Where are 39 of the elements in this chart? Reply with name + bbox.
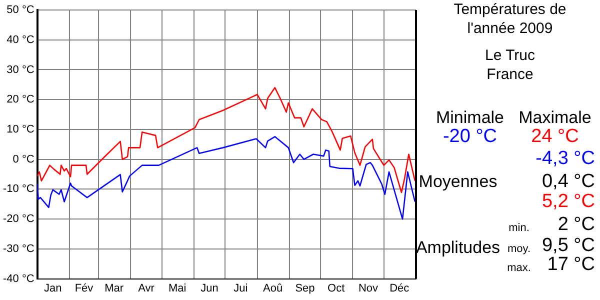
annotation: Amplitudes <box>416 238 500 256</box>
x-tick-label: Sep <box>295 282 315 294</box>
y-tick-label: 10 °C <box>6 124 34 136</box>
text: min. <box>508 222 530 234</box>
x-tick-label: Jun <box>200 282 218 294</box>
x-tick-label: Jan <box>44 282 62 294</box>
text: 24 °C <box>531 126 579 146</box>
text: Le Truc France <box>484 46 536 84</box>
text: -4,3 °C <box>536 148 595 168</box>
text: Maximale <box>518 108 592 126</box>
x-tick-label: Aoû <box>263 282 283 294</box>
text: 5,2 °C <box>542 190 595 212</box>
text: Minimale <box>436 108 504 126</box>
y-tick-label: 40 °C <box>6 34 34 46</box>
y-tick-label: -10 °C <box>2 183 34 196</box>
x-tick-label: Mar <box>104 282 124 294</box>
x-tick-label: Avr <box>138 282 155 294</box>
text: Températures de l'année 2009 <box>452 0 568 38</box>
y-tick-label: -20 °C <box>2 213 34 226</box>
text: -20 °C <box>442 126 498 146</box>
x-tick-label: Oct <box>328 282 345 294</box>
y-tick-label: 50 °C <box>6 4 34 16</box>
x-tick-label: Mai <box>168 282 186 294</box>
text: Moyennes <box>418 172 498 190</box>
text: 2 °C <box>558 214 595 234</box>
y-tick-label: 30 °C <box>6 64 34 76</box>
text: moy. <box>507 242 531 256</box>
text: 9,5 °C <box>542 234 595 256</box>
y-tick-label: 20 °C <box>6 94 34 106</box>
text: max. <box>507 262 531 274</box>
x-tick-label: Fév <box>74 282 94 294</box>
y-tick-label: 0 °C <box>12 153 34 166</box>
x-tick-label: Nov <box>358 282 379 294</box>
y-tick-label: -40 °C <box>2 272 34 285</box>
y-tick-label: -30 °C <box>2 242 34 255</box>
text: 17 °C <box>547 254 595 274</box>
x-tick-label: Déc <box>390 282 410 294</box>
text: 0,4 °C <box>542 170 595 192</box>
x-tick-label: Jui <box>234 282 248 294</box>
